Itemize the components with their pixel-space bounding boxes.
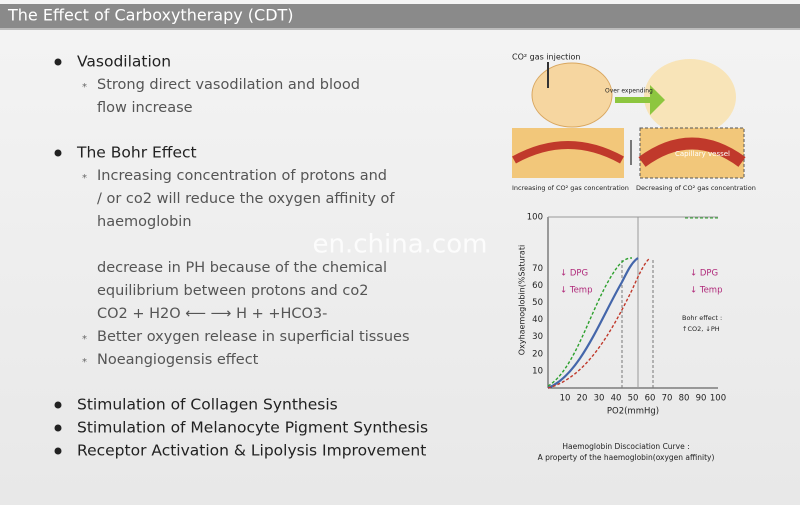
cell-expanded <box>644 59 736 135</box>
subitem-line: equilibrium between protons and co2 <box>97 283 368 299</box>
fig-label: Increasing of CO² gas concentration <box>512 184 629 192</box>
curve-chart <box>547 216 718 390</box>
y-tick-label: 30 <box>532 332 543 342</box>
y-tick-label: 40 <box>532 315 543 325</box>
note: ↓ Temp <box>560 286 592 296</box>
fig-label: CO² gas injection <box>512 53 580 62</box>
bullet <box>54 149 62 157</box>
title-bar <box>0 4 800 28</box>
note: ↓ Temp <box>690 286 722 296</box>
y-tick-label: 20 <box>532 349 543 359</box>
left-curve <box>547 257 633 387</box>
bohr-note: ↑CO2, ↓PH <box>682 325 720 333</box>
normal-curve <box>547 257 639 390</box>
subitem-line: Increasing concentration of protons and <box>97 168 387 184</box>
note: ↓ DPG <box>560 269 588 279</box>
subitem-line: CO2 + H2O ⟵ ⟶ H + +HCO3- <box>97 306 327 322</box>
x-tick-label: 50 <box>628 394 639 404</box>
right-curve <box>547 257 651 389</box>
star: * <box>82 357 87 368</box>
item-label: The Bohr Effect <box>76 144 197 162</box>
x-tick-label: 70 <box>662 394 673 404</box>
subitem-line: Noeangiogensis effect <box>97 352 259 368</box>
bullet <box>54 447 62 455</box>
x-tick-label: 80 <box>679 394 690 404</box>
arrow <box>615 85 665 115</box>
fig-label: Over expending <box>605 88 653 95</box>
x-tick-label: 30 <box>594 394 605 404</box>
y-axis-label: Oxyhaemoglobin(%Saturati <box>518 245 527 355</box>
subitem-line: haemoglobin <box>97 214 192 230</box>
item-label: Receptor Activation & Lipolysis Improvem… <box>77 442 426 460</box>
cell <box>531 62 613 128</box>
subitem-line: Strong direct vasodilation and blood <box>97 77 360 93</box>
watermark: en.china.com <box>313 230 488 260</box>
bullet <box>54 424 62 432</box>
illustration <box>512 59 746 179</box>
x-axis-label: PO2(mmHg) <box>607 407 659 417</box>
subitem-line: / or co2 will reduce the oxygen affinity… <box>97 191 395 207</box>
note: ↓ DPG <box>690 269 718 279</box>
subitem-line: Better oxygen release in superficial tis… <box>97 329 410 345</box>
bohr-note: Bohr effect : <box>682 314 722 322</box>
caption: Haemoglobin Discociation Curve : <box>562 442 689 451</box>
bullet <box>54 58 62 66</box>
y-tick-label: 50 <box>532 298 543 308</box>
y-tick-label: 70 <box>532 264 543 274</box>
vessel <box>512 141 624 164</box>
y-tick-label: 100 <box>527 213 543 223</box>
bullet <box>54 401 62 409</box>
y-tick-label: 60 <box>532 281 543 291</box>
fig-label: Decreasing of CO² gas concentration <box>636 184 756 192</box>
x-tick-label: 90 <box>696 394 707 404</box>
star: * <box>82 82 87 93</box>
fig-label: Capillary vessel <box>675 150 730 158</box>
title: The Effect of Carboxytherapy (CDT) <box>7 6 294 25</box>
star: * <box>82 173 87 184</box>
subitem-line: decrease in PH because of the chemical <box>97 260 387 276</box>
subitem-line: flow increase <box>97 100 193 116</box>
x-tick-label: 40 <box>611 394 622 404</box>
title-rule <box>0 28 800 30</box>
x-tick-label: 20 <box>577 394 588 404</box>
caption: A property of the haemoglobin(oxygen aff… <box>538 453 715 462</box>
x-tick-label: 60 <box>645 394 656 404</box>
vessel <box>638 137 746 167</box>
x-tick-label: 10 <box>560 394 571 404</box>
y-tick-label: 10 <box>532 366 543 376</box>
item-label: Stimulation of Collagen Synthesis <box>77 396 338 414</box>
item-label: Stimulation of Melanocyte Pigment Synthe… <box>77 419 428 437</box>
item-label: Vasodilation <box>77 53 171 71</box>
x-tick-label: 100 <box>710 394 726 404</box>
star: * <box>82 334 87 345</box>
